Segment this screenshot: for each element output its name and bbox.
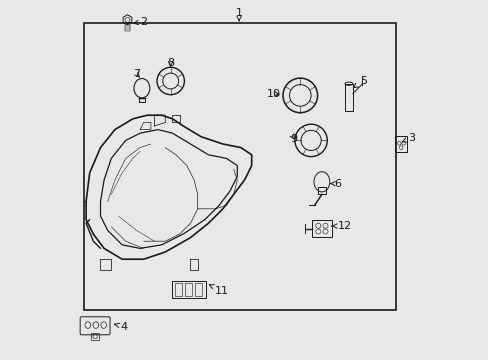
Text: 5: 5 — [353, 76, 366, 87]
Text: 3: 3 — [402, 133, 414, 143]
Text: 12: 12 — [331, 221, 351, 231]
Bar — [317, 187, 325, 194]
Bar — [195, 283, 202, 296]
Text: 1: 1 — [235, 8, 242, 21]
Bar — [344, 84, 352, 111]
Text: 6: 6 — [330, 179, 341, 189]
Bar — [91, 333, 99, 340]
Bar — [394, 136, 406, 152]
Bar — [185, 283, 191, 296]
Text: 7: 7 — [133, 69, 140, 79]
Bar — [175, 283, 182, 296]
Text: 2: 2 — [134, 17, 147, 27]
Bar — [311, 220, 331, 237]
Bar — [84, 23, 395, 310]
Bar — [171, 281, 205, 298]
Text: 11: 11 — [209, 285, 228, 296]
Text: 10: 10 — [266, 89, 280, 99]
Text: 9: 9 — [289, 134, 297, 144]
Text: 4: 4 — [114, 321, 127, 332]
Text: 8: 8 — [167, 58, 174, 68]
